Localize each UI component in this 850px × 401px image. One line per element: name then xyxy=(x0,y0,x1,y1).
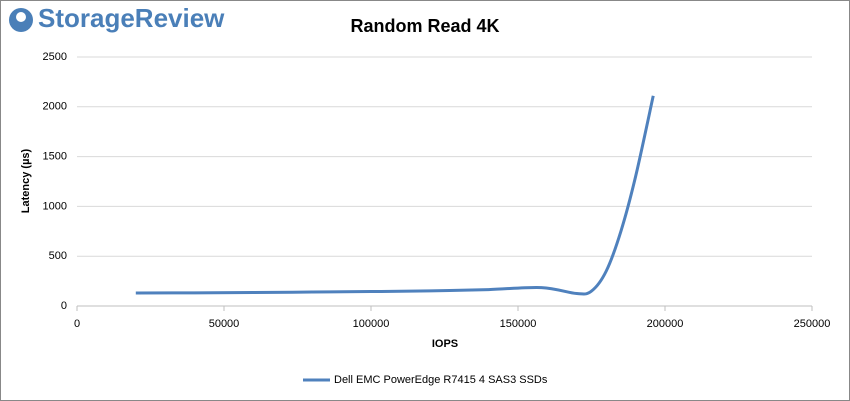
x-tick-label: 250000 xyxy=(794,318,831,330)
y-tick-label: 2000 xyxy=(43,101,67,113)
y-axis-label: Latency (µs) xyxy=(20,148,32,213)
y-tick-label: 500 xyxy=(49,250,67,262)
logo-icon-pin xyxy=(16,12,26,22)
x-tick-label: 50000 xyxy=(209,318,240,330)
y-tick-label: 1000 xyxy=(43,200,67,212)
logo: StorageReview xyxy=(9,3,225,33)
line-series xyxy=(135,95,655,296)
x-tick-label: 100000 xyxy=(353,318,390,330)
y-tick-label: 0 xyxy=(61,300,67,312)
legend-label: Dell EMC PowerEdge R7415 4 SAS3 SSDs xyxy=(334,374,548,386)
y-tick-label: 2500 xyxy=(43,51,67,63)
x-axis-label: IOPS xyxy=(432,338,458,350)
x-tick-label: 200000 xyxy=(647,318,684,330)
x-tick-label: 150000 xyxy=(500,318,537,330)
y-tick-label: 1500 xyxy=(43,151,67,163)
brand: StorageReview xyxy=(38,3,225,33)
x-tick-label: 0 xyxy=(74,318,80,330)
chart-title: Random Read 4K xyxy=(350,16,499,36)
